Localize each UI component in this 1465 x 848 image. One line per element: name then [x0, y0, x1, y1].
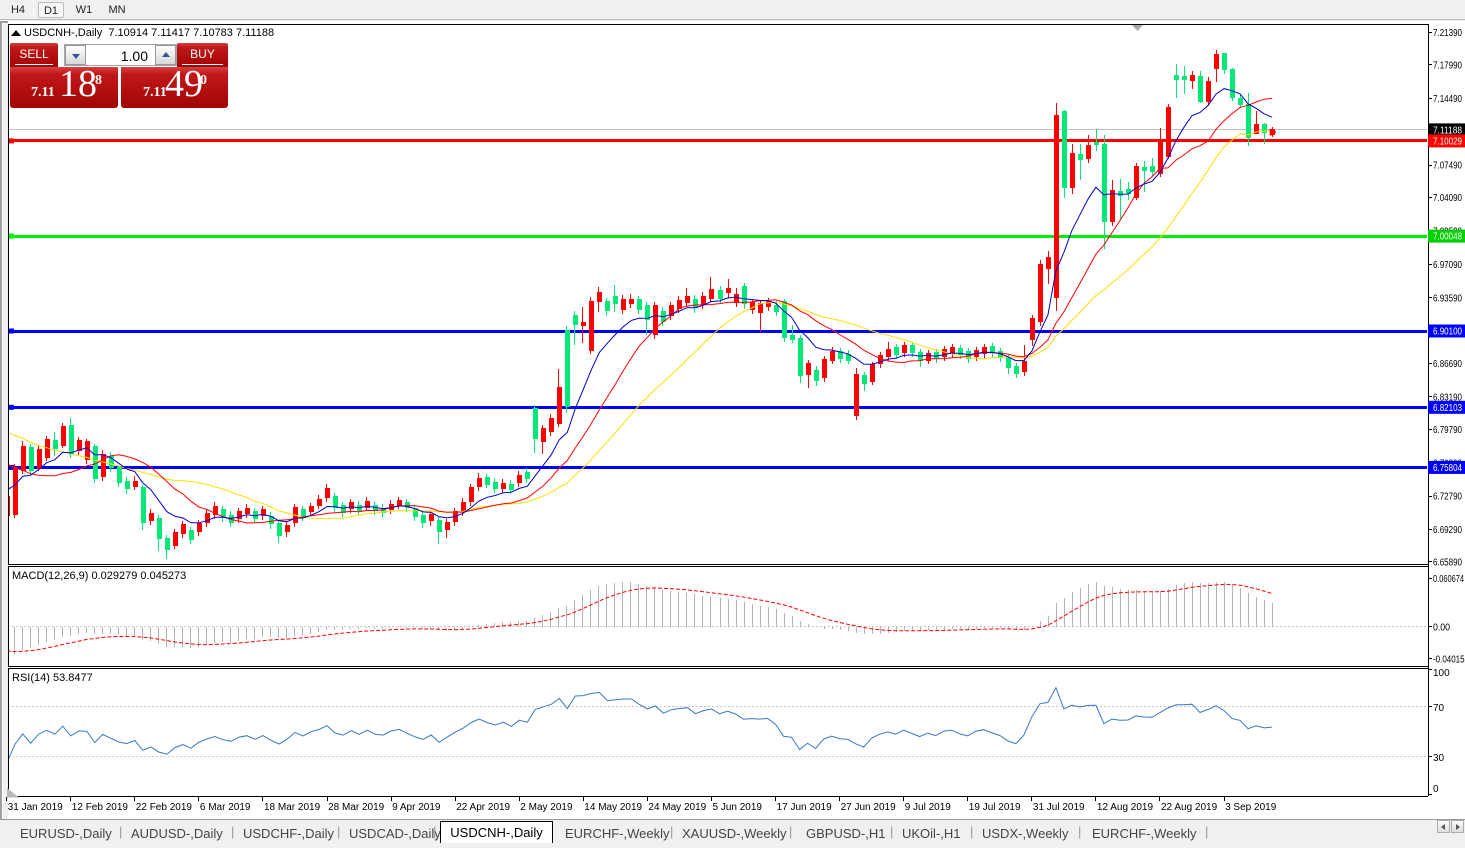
svg-text:-0.040152: -0.040152	[1433, 654, 1465, 665]
svg-text:22 Apr 2019: 22 Apr 2019	[456, 802, 510, 813]
svg-text:RSI(14) 53.8477: RSI(14) 53.8477	[12, 672, 93, 684]
svg-text:7.14490: 7.14490	[1433, 94, 1462, 105]
svg-text:7.11188: 7.11188	[1433, 125, 1462, 136]
svg-text:7.17990: 7.17990	[1433, 61, 1462, 72]
svg-text:3 Sep 2019: 3 Sep 2019	[1225, 802, 1277, 813]
svg-text:9 Apr 2019: 9 Apr 2019	[392, 802, 441, 813]
svg-text:6.97090: 6.97090	[1433, 260, 1462, 271]
svg-text:31 Jan 2019: 31 Jan 2019	[8, 802, 63, 813]
svg-text:28 Mar 2019: 28 Mar 2019	[328, 802, 385, 813]
svg-text:6.86690: 6.86690	[1433, 359, 1462, 370]
svg-text:5 Jun 2019: 5 Jun 2019	[713, 802, 763, 813]
svg-text:MACD(12,26,9) 0.029279 0.04527: MACD(12,26,9) 0.029279 0.045273	[12, 570, 186, 582]
svg-text:24 May 2019: 24 May 2019	[648, 802, 706, 813]
svg-text:6.69290: 6.69290	[1433, 525, 1462, 536]
svg-text:31 Jul 2019: 31 Jul 2019	[1033, 802, 1085, 813]
svg-text:27 Jun 2019: 27 Jun 2019	[841, 802, 896, 813]
svg-text:0.060674: 0.060674	[1433, 574, 1464, 585]
svg-text:0: 0	[1433, 784, 1439, 795]
svg-text:6.65890: 6.65890	[1433, 558, 1462, 569]
svg-text:7.00048: 7.00048	[1433, 232, 1462, 243]
svg-text:7.07490: 7.07490	[1433, 161, 1462, 172]
svg-text:70: 70	[1433, 703, 1445, 714]
svg-text:7.21390: 7.21390	[1433, 28, 1462, 39]
svg-text:6 Mar 2019: 6 Mar 2019	[200, 802, 251, 813]
svg-text:14 May 2019: 14 May 2019	[584, 802, 642, 813]
svg-text:6.79790: 6.79790	[1433, 425, 1462, 436]
svg-text:7.04090: 7.04090	[1433, 193, 1462, 204]
svg-text:12 Aug 2019: 12 Aug 2019	[1097, 802, 1154, 813]
svg-text:0.00: 0.00	[1433, 622, 1450, 633]
svg-text:30: 30	[1433, 753, 1445, 764]
svg-text:9 Jul 2019: 9 Jul 2019	[905, 802, 952, 813]
svg-text:22 Aug 2019: 22 Aug 2019	[1161, 802, 1218, 813]
svg-text:100: 100	[1433, 668, 1450, 679]
svg-text:12 Feb 2019: 12 Feb 2019	[72, 802, 129, 813]
svg-text:6.82103: 6.82103	[1433, 403, 1462, 414]
svg-text:6.93590: 6.93590	[1433, 293, 1462, 304]
svg-text:6.72790: 6.72790	[1433, 492, 1462, 503]
svg-text:7.10029: 7.10029	[1433, 136, 1462, 147]
svg-text:19 Jul 2019: 19 Jul 2019	[969, 802, 1021, 813]
svg-text:2 May 2019: 2 May 2019	[520, 802, 573, 813]
svg-text:6.90100: 6.90100	[1433, 327, 1462, 338]
svg-text:6.83190: 6.83190	[1433, 393, 1462, 404]
svg-text:17 Jun 2019: 17 Jun 2019	[777, 802, 832, 813]
svg-text:22 Feb 2019: 22 Feb 2019	[136, 802, 193, 813]
svg-text:18 Mar 2019: 18 Mar 2019	[264, 802, 321, 813]
svg-text:6.75804: 6.75804	[1433, 463, 1462, 474]
